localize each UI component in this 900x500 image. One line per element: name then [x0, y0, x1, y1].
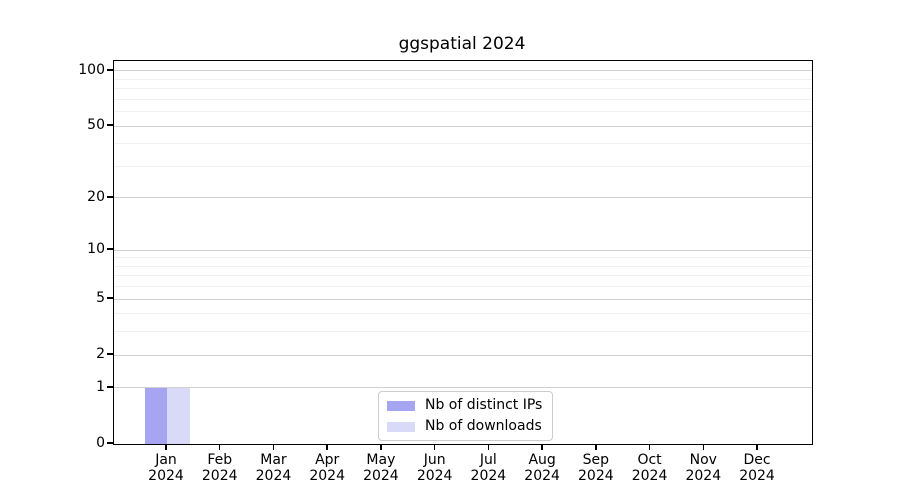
y-tick-mark	[107, 248, 113, 250]
legend: Nb of distinct IPs Nb of downloads	[378, 391, 554, 441]
x-tick-label-jan: Jan 2024	[148, 452, 184, 484]
bar-distinct-ips-jan	[144, 387, 167, 444]
gridline-minor	[114, 275, 812, 277]
gridline-minor	[114, 78, 812, 80]
x-tick-mark	[595, 444, 597, 450]
x-tick-mark	[218, 444, 221, 450]
x-tick-label-may: May 2024	[363, 452, 399, 484]
x-tick-label-sep: Sep 2024	[578, 452, 614, 484]
y-tick-label: 1	[96, 378, 105, 395]
legend-item-distinct-ips: Nb of distinct IPs	[387, 397, 542, 414]
y-tick-label: 5	[96, 290, 105, 307]
x-tick-label-feb: Feb 2024	[201, 452, 238, 484]
y-tick-label: 2	[96, 346, 105, 363]
plot-area	[113, 60, 813, 445]
legend-label-distinct-ips: Nb of distinct IPs	[425, 397, 543, 413]
gridline-minor	[114, 313, 812, 315]
legend-item-downloads: Nb of downloads	[387, 418, 542, 435]
x-tick-mark	[648, 444, 651, 450]
x-tick-label-apr: Apr 2024	[309, 452, 345, 484]
gridline-minor	[114, 331, 812, 333]
x-tick-label-jun: Jun 2024	[416, 452, 453, 484]
gridline-minor	[114, 165, 812, 167]
x-tick-label-aug: Aug 2024	[524, 452, 560, 484]
legend-swatch-distinct-ips	[387, 400, 415, 411]
y-tick-mark	[107, 196, 113, 198]
y-tick-mark	[107, 124, 113, 126]
chart-title: ggspatial 2024	[398, 34, 526, 54]
y-tick-label: 50	[87, 117, 105, 134]
x-tick-mark	[326, 444, 328, 450]
gridline-major	[114, 125, 812, 127]
y-tick-mark	[107, 297, 113, 299]
x-tick-mark	[702, 444, 705, 450]
y-tick-mark	[107, 69, 113, 71]
x-tick-mark	[165, 444, 167, 450]
y-tick-label: 100	[78, 61, 105, 78]
gridline-minor	[114, 111, 812, 113]
x-tick-mark	[756, 444, 758, 450]
gridline-major	[114, 298, 812, 300]
y-tick-mark	[107, 442, 113, 444]
x-tick-label-jul: Jul 2024	[470, 452, 507, 484]
x-tick-label-nov: Nov 2024	[685, 452, 722, 484]
x-tick-mark	[541, 444, 543, 450]
legend-swatch-downloads	[387, 421, 415, 432]
gridline-minor	[114, 88, 812, 90]
x-tick-label-oct: Oct 2024	[631, 452, 668, 484]
legend-label-downloads: Nb of downloads	[425, 418, 542, 434]
x-tick-mark	[433, 444, 436, 450]
x-tick-label-mar: Mar 2024	[255, 452, 292, 484]
gridline-minor	[114, 143, 812, 145]
gridline-major	[114, 197, 812, 199]
gridline-minor	[114, 286, 812, 288]
gridline-minor	[114, 265, 812, 267]
y-tick-mark	[107, 353, 113, 355]
y-tick-mark	[107, 386, 113, 388]
x-tick-mark	[380, 444, 382, 450]
gridline-minor	[114, 257, 812, 259]
gridline-major	[114, 387, 812, 389]
y-tick-label: 10	[87, 241, 105, 258]
gridline-major	[114, 249, 812, 251]
y-tick-label: 20	[87, 188, 105, 205]
bar-downloads-jan	[167, 387, 190, 444]
gridline-major	[114, 354, 812, 356]
x-tick-mark	[272, 444, 275, 450]
gridline-major	[114, 70, 812, 72]
x-tick-label-dec: Dec 2024	[739, 452, 775, 484]
gridline-minor	[114, 98, 812, 100]
x-tick-mark	[487, 444, 490, 450]
y-tick-label: 0	[96, 435, 105, 451]
